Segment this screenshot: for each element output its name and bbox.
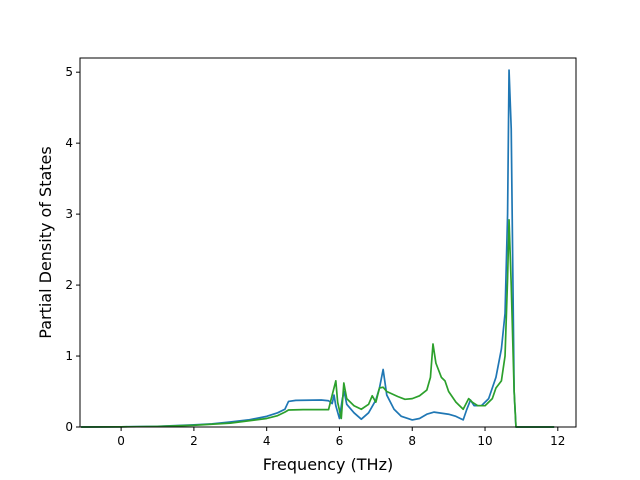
x-tick-label: 10: [477, 434, 492, 448]
y-tick-label: 5: [65, 65, 73, 79]
x-axis-title: Frequency (THz): [263, 455, 393, 474]
x-tick-label: 4: [263, 434, 271, 448]
plot-area: [80, 58, 576, 427]
y-tick-label: 3: [65, 207, 73, 221]
y-tick-label: 2: [65, 278, 73, 292]
y-axis-title: Partial Density of States: [36, 146, 55, 338]
x-tick-label: 12: [550, 434, 565, 448]
x-tick-label: 8: [408, 434, 416, 448]
x-tick-label: 2: [190, 434, 198, 448]
x-tick-label: 6: [336, 434, 344, 448]
plot-frame: [79, 57, 577, 428]
series-line-1: [81, 69, 555, 428]
series-line-2: [81, 218, 555, 428]
y-tick-label: 0: [65, 420, 73, 434]
series-layer: [81, 69, 555, 428]
y-tick-label: 4: [65, 136, 73, 150]
y-tick-label: 1: [65, 349, 73, 363]
x-tick-label: 0: [117, 434, 125, 448]
